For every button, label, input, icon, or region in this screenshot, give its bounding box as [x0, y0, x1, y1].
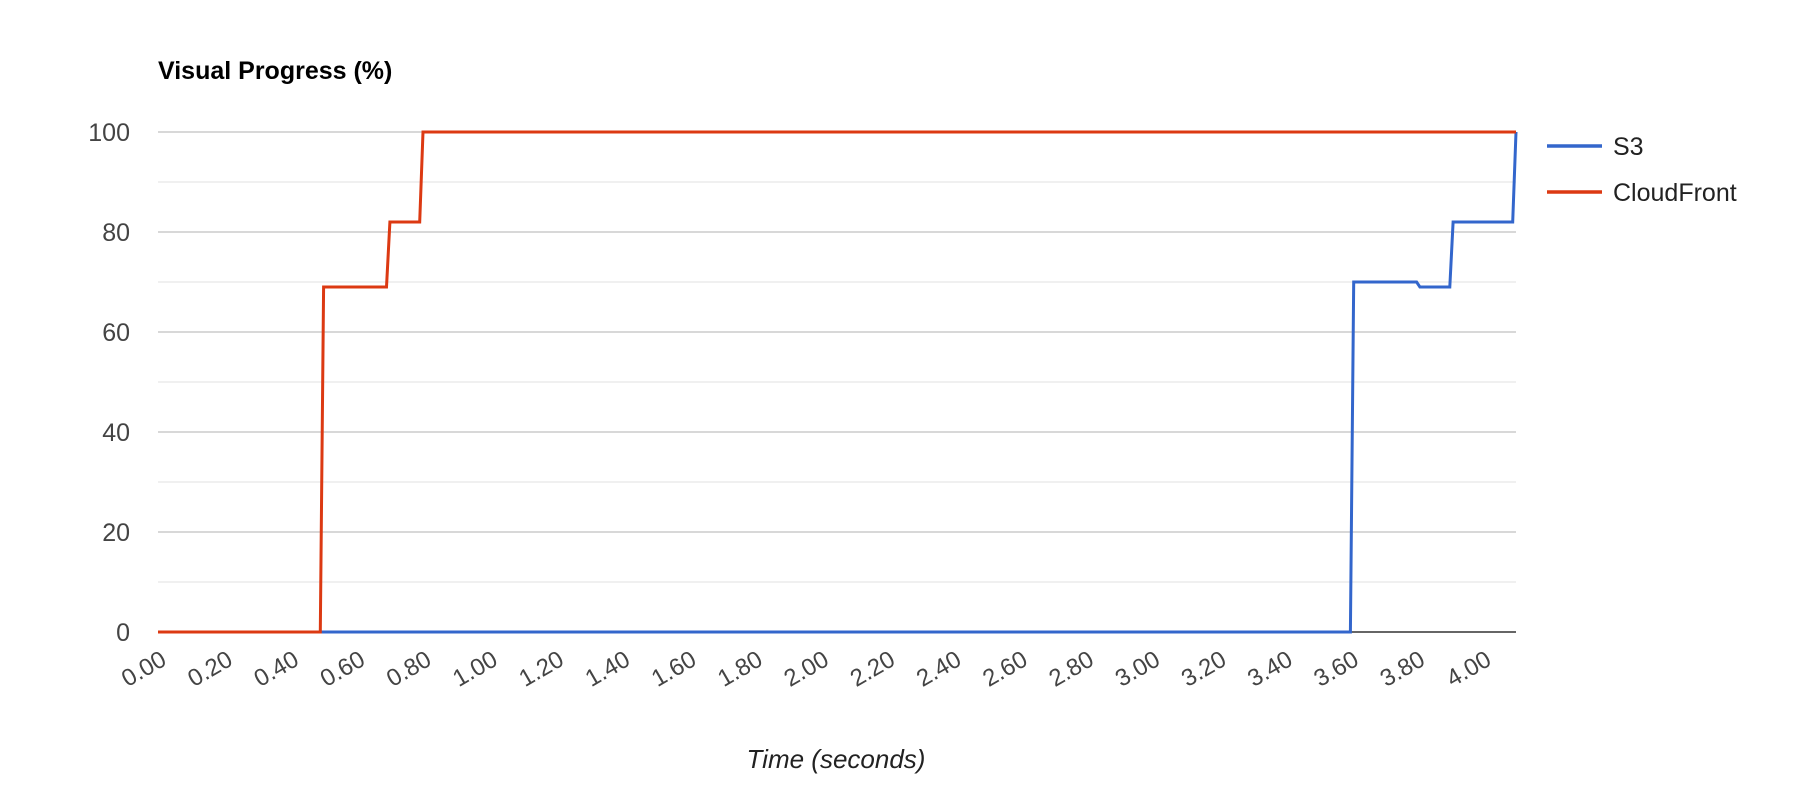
x-tick-label: 3.00 [1111, 646, 1165, 693]
chart-title: Visual Progress (%) [158, 57, 392, 85]
legend-label: CloudFront [1613, 179, 1737, 207]
x-tick-label: 4.00 [1442, 646, 1496, 693]
x-tick-label: 3.80 [1376, 646, 1430, 693]
x-tick-label: 2.60 [978, 646, 1032, 693]
series-line-cloudfront [158, 130, 1516, 634]
x-axis-title: Time (seconds) [747, 744, 926, 774]
x-tick-label: 2.40 [912, 646, 966, 693]
x-tick-label: 0.40 [250, 646, 304, 693]
x-tick-label: 0.00 [117, 646, 171, 693]
gridlines [158, 131, 1516, 583]
y-tick-label: 100 [88, 119, 130, 147]
x-tick-label: 3.40 [1243, 646, 1297, 693]
x-tick-label: 2.80 [1044, 646, 1098, 693]
y-tick-label: 80 [102, 219, 130, 247]
x-tick-label: 1.80 [713, 646, 767, 693]
x-tick-label: 2.00 [779, 646, 833, 693]
x-tick-label: 3.60 [1309, 646, 1363, 693]
legend-label: S3 [1613, 133, 1644, 161]
x-tick-label: 1.20 [515, 646, 569, 693]
x-tick-label: 1.40 [581, 646, 635, 693]
x-tick-label: 0.20 [183, 646, 237, 693]
x-tick-label: 3.20 [1177, 646, 1231, 693]
x-tick-label: 2.20 [846, 646, 900, 693]
y-tick-label: 40 [102, 419, 130, 447]
x-tick-label: 1.60 [647, 646, 701, 693]
y-tick-label: 60 [102, 319, 130, 347]
x-tick-label: 0.80 [382, 646, 436, 693]
series-lines [158, 130, 1518, 634]
x-tick-label: 1.00 [448, 646, 502, 693]
series-line-s3 [158, 131, 1518, 634]
legend: S3 CloudFront [1547, 133, 1737, 207]
y-tick-label: 20 [102, 519, 130, 547]
y-tick-label: 0 [116, 619, 130, 647]
x-tick-label: 0.60 [316, 646, 370, 693]
axes: 0 20 40 60 80 100 0.00 0.20 0.40 0.60 0.80 1.00 1.20… [88, 119, 1516, 693]
